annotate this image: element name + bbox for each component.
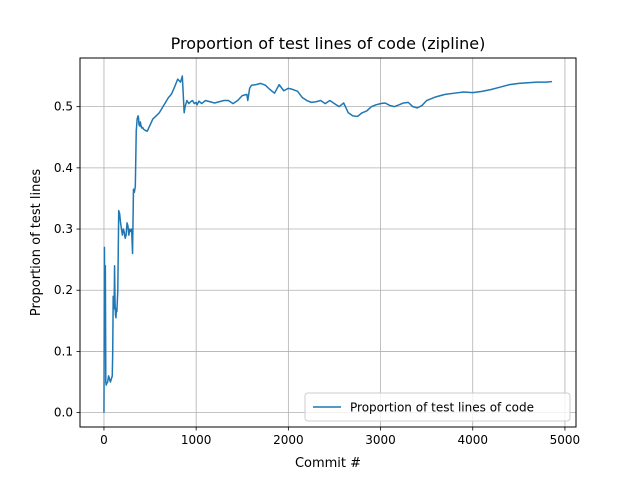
y-axis-title: Proportion of test lines [29,169,44,316]
plot-frame [79,57,577,428]
x-tick-label: 3000 [365,433,396,447]
chart-title: Proportion of test lines of code (ziplin… [171,34,486,53]
series-layer [103,75,553,413]
x-tick-label: 4000 [457,433,488,447]
y-tick-label: 0.2 [54,283,73,297]
y-tick-label: 0.5 [54,100,73,114]
x-tick-label: 5000 [550,433,581,447]
legend-label: Proportion of test lines of code [350,401,534,415]
x-tick-label: 2000 [273,433,304,447]
y-tick-label: 0.1 [54,344,73,358]
x-tick-label: 0 [100,433,108,447]
grid [80,58,576,427]
series-line [103,75,553,413]
ticks: 0 1000 2000 3000 4000 5000 0.0 0.1 0.2 0.3 0.4 0.5 [54,100,580,447]
legend-box [304,392,571,422]
legend: Proportion of test lines of code [304,392,571,422]
y-tick-label: 0.4 [54,161,73,175]
y-tick-label: 0.3 [54,222,73,236]
plot-area [80,58,576,427]
x-tick-label: 1000 [181,433,212,447]
x-axis-title: Commit # [295,456,361,471]
y-tick-label: 0.0 [54,406,73,420]
